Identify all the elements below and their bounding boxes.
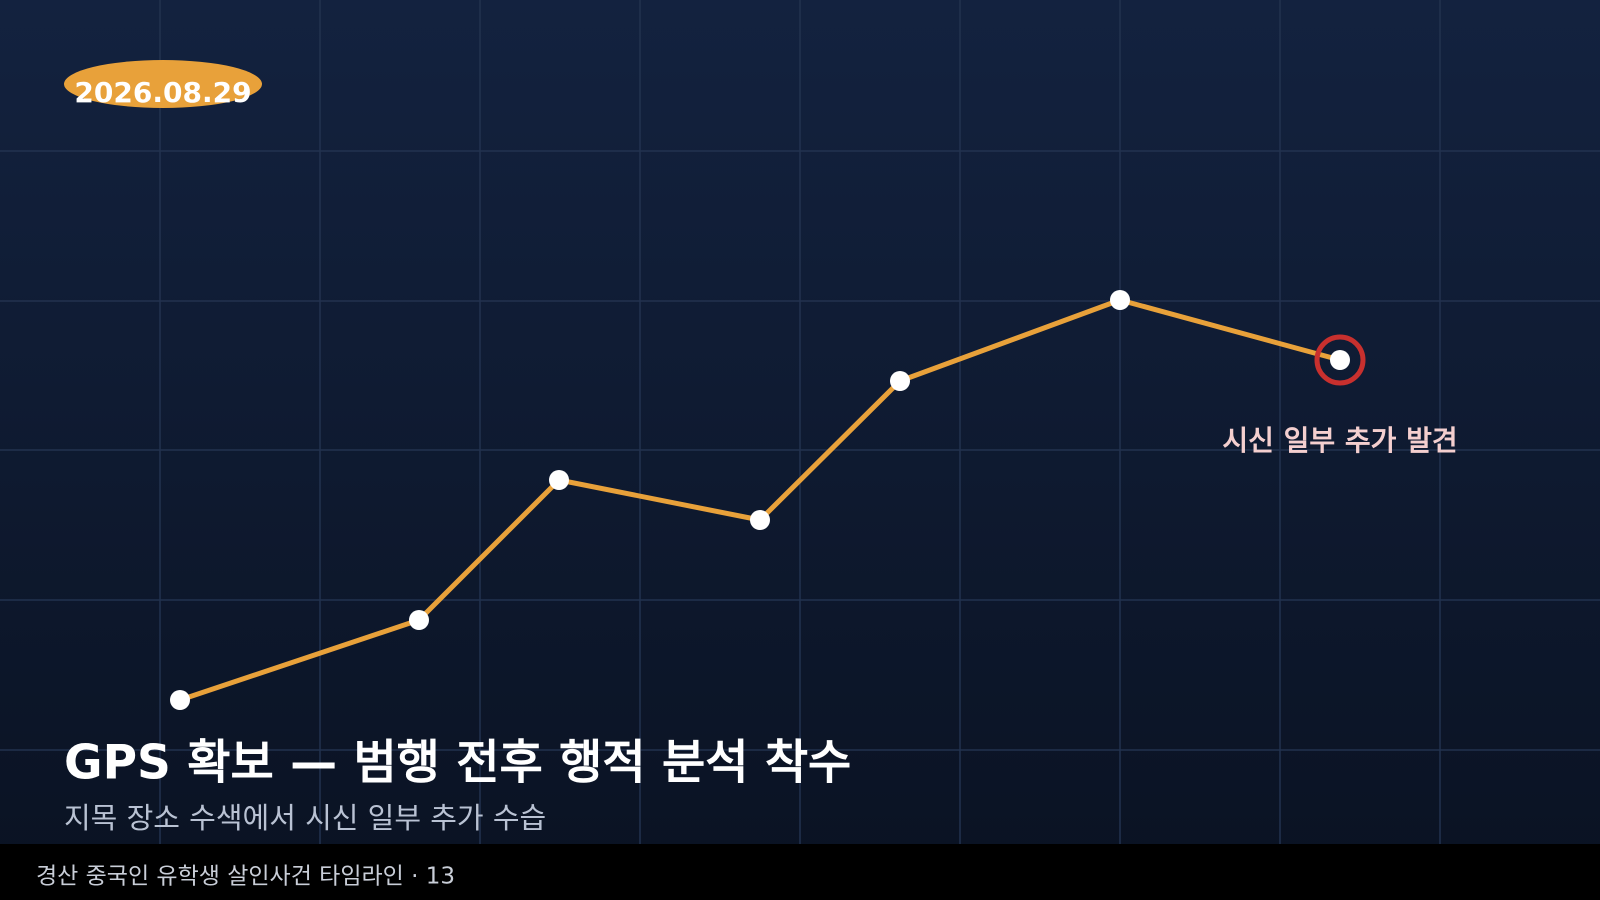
- path-points: [170, 290, 1350, 710]
- date-badge: [64, 60, 262, 108]
- footer-bar: [0, 844, 1600, 900]
- headline-subtitle: 지목 장소 수색에서 시신 일부 추가 수습: [64, 801, 546, 835]
- highlight-ring: [1314, 334, 1366, 386]
- headline-title: GPS 확보 — 범행 전후 행적 분석 착수: [64, 736, 851, 791]
- date: 2026.08.29: [74, 76, 251, 109]
- footer: 경산 중국인 유학생 살인사건 타임라인 · 13: [36, 864, 455, 890]
- annotation: 시신 일부 추가 발견: [1222, 424, 1457, 457]
- grid: [0, 0, 1600, 844]
